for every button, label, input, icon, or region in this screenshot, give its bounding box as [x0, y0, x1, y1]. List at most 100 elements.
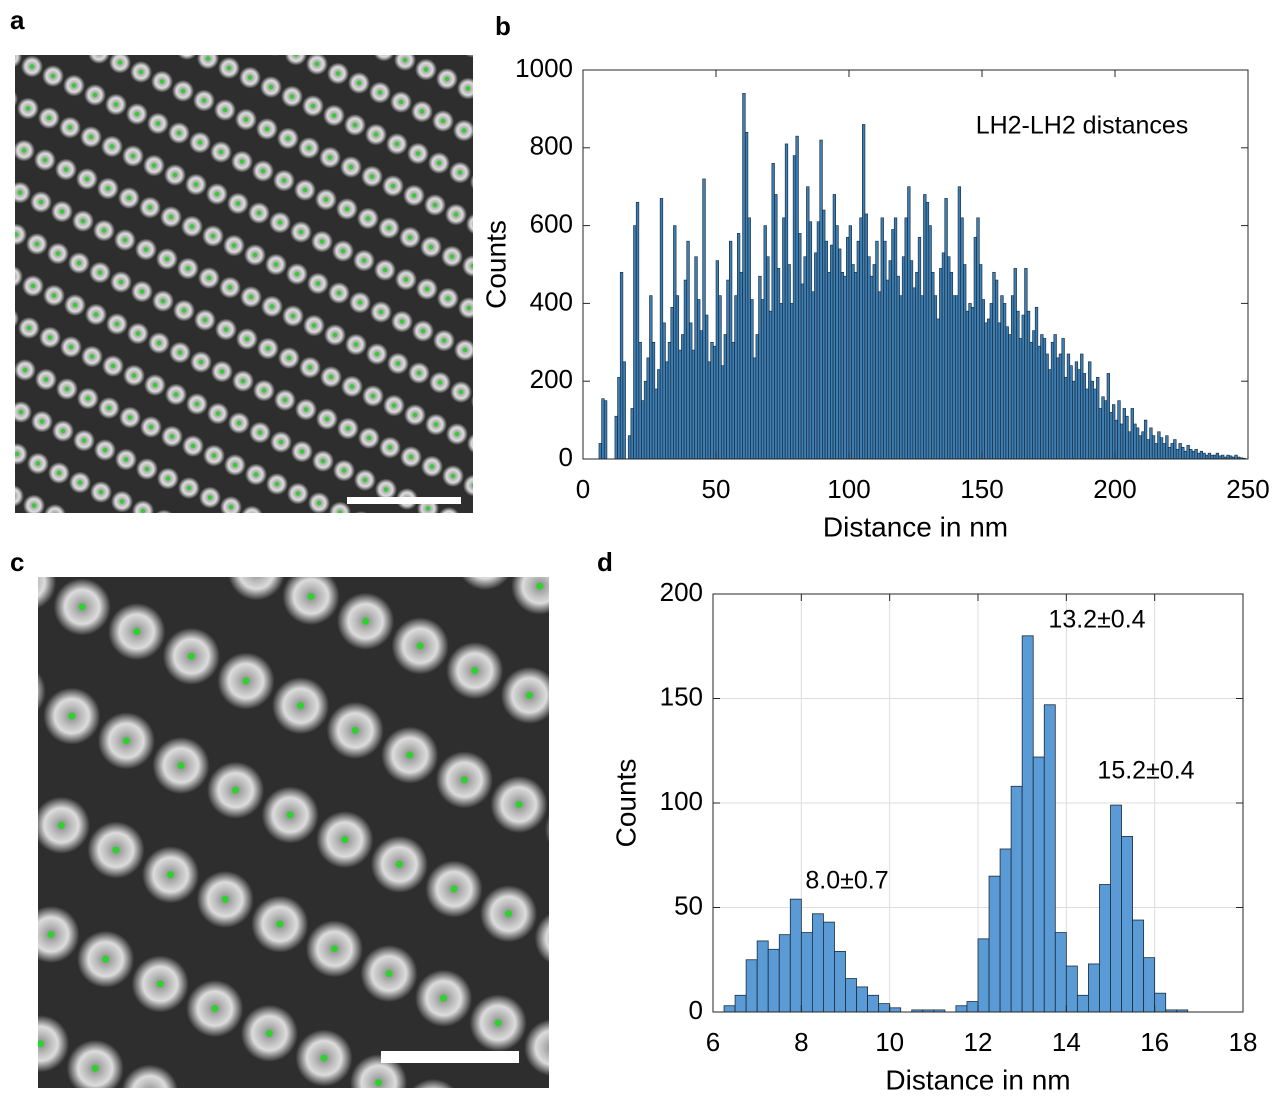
particle-center [450, 473, 456, 479]
particle-center [211, 453, 217, 458]
particle-center [476, 441, 480, 445]
bar [630, 408, 634, 460]
bar [707, 361, 711, 460]
particle-center [98, 55, 100, 56]
particle-center [295, 491, 301, 496]
particle-center [289, 94, 295, 99]
bar [752, 357, 757, 460]
particle-center [445, 296, 451, 301]
bar [1072, 380, 1076, 460]
particle-center [21, 148, 27, 153]
particle-center [440, 118, 446, 124]
bar [1128, 431, 1132, 460]
particle-center [348, 164, 354, 170]
bar [915, 271, 919, 460]
particle-center [336, 290, 342, 296]
particle-center [536, 582, 544, 590]
particle [241, 505, 263, 513]
bar [736, 233, 741, 460]
particle-center [457, 170, 463, 175]
particle-center [226, 65, 232, 71]
particle [15, 181, 31, 204]
y-tick-label: 50 [674, 890, 703, 920]
particle-center [177, 761, 185, 770]
bar [856, 986, 868, 1013]
bar [1058, 353, 1063, 460]
bar [979, 264, 983, 460]
bar [1135, 427, 1140, 460]
particle-center [265, 346, 271, 351]
bar [1045, 353, 1049, 460]
bar [734, 295, 738, 460]
bar [1008, 334, 1012, 460]
particle-center [187, 652, 195, 660]
bar [723, 1005, 736, 1013]
bar [766, 256, 770, 460]
bar [739, 271, 743, 460]
particle-center [118, 279, 124, 285]
particle [458, 297, 473, 319]
bar [617, 377, 621, 460]
bar [798, 233, 802, 460]
particle-center [189, 224, 195, 229]
particle-center [18, 409, 24, 415]
bar [920, 295, 924, 460]
bar [657, 369, 661, 460]
particle-center [324, 416, 330, 422]
particle-center [63, 167, 69, 172]
x-tick-label: 16 [1140, 1027, 1169, 1057]
particle-center [206, 275, 212, 281]
bar [822, 209, 826, 460]
bar [955, 1005, 968, 1013]
bar [1096, 377, 1100, 460]
bar [987, 318, 991, 460]
particle-center [462, 347, 468, 353]
particle-center [232, 462, 238, 468]
particle-center [433, 422, 439, 427]
particle-center [215, 411, 221, 416]
bar [830, 244, 834, 460]
bar [963, 264, 967, 460]
bar [877, 291, 882, 460]
particle-center [223, 327, 229, 332]
particle-center [391, 403, 397, 408]
bar [1154, 992, 1167, 1013]
bar [659, 198, 664, 460]
bar [917, 236, 922, 460]
bar [1032, 330, 1036, 460]
particle-center [88, 134, 94, 140]
bar [728, 240, 733, 460]
particle-center [458, 389, 464, 395]
bar [803, 256, 807, 460]
particle [524, 1019, 549, 1076]
particle-center [25, 106, 31, 111]
bar [1016, 310, 1020, 460]
particle-center [47, 335, 53, 340]
particle-center [59, 209, 65, 214]
bar [965, 310, 969, 460]
bar [971, 306, 975, 460]
bar [1121, 836, 1133, 1013]
bar [747, 217, 751, 460]
particle-center [386, 225, 392, 231]
bar [838, 248, 842, 460]
bar [1199, 450, 1204, 460]
particle-center [147, 205, 153, 210]
particle-center [337, 510, 343, 513]
particle-center [505, 910, 513, 918]
particle-center [17, 190, 23, 195]
y-tick-label: 0 [689, 995, 703, 1025]
particle-center [327, 155, 333, 160]
particle-center [231, 243, 237, 248]
bar [800, 932, 813, 1013]
bar [939, 268, 943, 460]
particle-center [450, 885, 458, 893]
afm-image [38, 577, 549, 1088]
bar [1076, 994, 1089, 1013]
particle-center [471, 483, 473, 488]
particle-center [5, 97, 9, 101]
bar [667, 341, 672, 460]
x-tick-label: 6 [706, 1027, 720, 1057]
particle-center [377, 90, 383, 95]
particle-center [130, 153, 136, 159]
